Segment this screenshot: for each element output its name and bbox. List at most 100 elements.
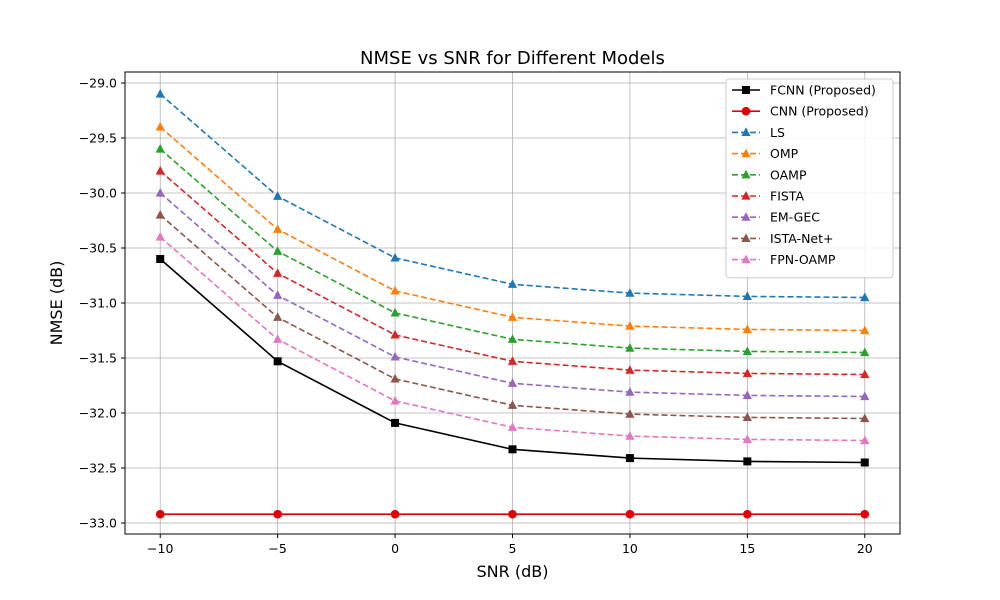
legend-box	[725, 78, 894, 279]
legend-label: FPN-OAMP	[770, 252, 836, 267]
data-point	[155, 188, 165, 197]
data-point	[625, 454, 634, 463]
legend: FCNN (Proposed) CNN (Proposed) LS OMP OAMP FI…	[725, 78, 894, 279]
legend-marker	[742, 86, 750, 94]
data-point	[155, 122, 165, 131]
data-point	[860, 413, 870, 423]
data-point	[273, 224, 283, 233]
data-point	[390, 351, 400, 361]
data-point	[507, 400, 518, 409]
legend-item: ISTA-Net+	[732, 231, 834, 246]
x-tick-label: 20	[857, 541, 873, 556]
series-oamp	[155, 144, 870, 357]
data-point	[273, 246, 283, 255]
y-tick-label: −32.0	[79, 406, 117, 421]
legend-label: FISTA	[770, 189, 804, 204]
data-point	[625, 431, 635, 440]
data-point	[391, 418, 400, 427]
x-tick-label: 5	[509, 541, 517, 556]
data-point	[507, 356, 518, 365]
x-axis-label: SNR (dB)	[477, 562, 549, 581]
data-point	[273, 312, 283, 321]
data-point	[273, 191, 283, 200]
data-point	[860, 509, 870, 519]
y-tick-label: −31.5	[79, 351, 117, 366]
data-point	[155, 144, 165, 153]
legend-marker	[741, 127, 751, 136]
data-point	[860, 292, 870, 302]
data-point	[742, 368, 752, 377]
data-point	[390, 329, 400, 339]
data-point	[625, 387, 635, 396]
data-point	[155, 89, 165, 98]
legend-label: ISTA-Net+	[770, 231, 834, 246]
data-point	[742, 291, 752, 300]
data-point	[390, 395, 400, 405]
legend-item: OMP	[732, 146, 799, 161]
data-point	[155, 166, 165, 175]
data-point	[155, 509, 165, 519]
y-tick-label: −33.0	[79, 516, 117, 531]
chart-title: NMSE vs SNR for Different Models	[360, 48, 665, 69]
x-tick-label: 10	[622, 541, 638, 556]
data-point	[273, 290, 283, 299]
data-point	[625, 343, 635, 352]
legend-label: OMP	[770, 146, 799, 161]
series-omp	[155, 122, 870, 335]
data-point	[742, 412, 752, 421]
data-point	[625, 288, 635, 297]
data-point	[508, 445, 517, 454]
legend-marker	[741, 254, 751, 264]
data-point	[507, 312, 518, 321]
legend-label: FCNN (Proposed)	[770, 83, 876, 98]
data-point	[390, 373, 400, 383]
series-ista-net	[155, 210, 870, 423]
data-point	[625, 509, 635, 519]
data-point	[743, 509, 752, 519]
data-point	[860, 435, 870, 445]
data-point	[860, 325, 870, 335]
data-point	[507, 422, 518, 431]
legend-marker	[741, 233, 751, 242]
legend-marker	[741, 148, 751, 158]
y-tick-label: −29.0	[79, 76, 117, 91]
data-point	[155, 232, 165, 241]
legend-label: CNN (Proposed)	[770, 104, 869, 119]
data-point	[507, 279, 518, 288]
data-point	[860, 347, 870, 357]
series-lines	[155, 89, 870, 519]
data-point	[156, 255, 165, 263]
x-tick-label: −10	[147, 541, 173, 556]
data-point	[273, 357, 282, 366]
x-tick-label: 0	[391, 541, 399, 556]
legend-item: FISTA	[732, 189, 804, 204]
data-point	[390, 252, 400, 262]
legend-marker	[741, 191, 751, 200]
data-point	[155, 210, 165, 219]
legend-marker	[741, 212, 751, 221]
y-tick-label: −29.5	[79, 131, 117, 146]
y-tick-label: −30.5	[79, 241, 117, 256]
data-point	[508, 509, 517, 519]
data-point	[273, 509, 282, 519]
y-tick-label: −31.0	[79, 296, 117, 311]
series-ls	[155, 89, 870, 302]
series-em-gec	[155, 188, 870, 401]
y-axis-label: NMSE (dB)	[47, 261, 66, 346]
data-point	[860, 458, 869, 467]
data-point	[390, 509, 400, 519]
data-point	[743, 457, 752, 466]
legend-label: OAMP	[770, 167, 807, 182]
data-point	[742, 324, 752, 333]
data-point	[860, 369, 870, 379]
data-point	[390, 307, 400, 317]
legend-item: FPN-OAMP	[732, 252, 836, 267]
x-tick-label: 15	[739, 541, 755, 556]
data-point	[390, 285, 400, 295]
legend-item: CNN (Proposed)	[732, 104, 869, 119]
data-point	[625, 409, 635, 418]
data-point	[860, 391, 870, 401]
data-point	[273, 334, 283, 343]
y-tick-label: −32.5	[79, 461, 117, 476]
